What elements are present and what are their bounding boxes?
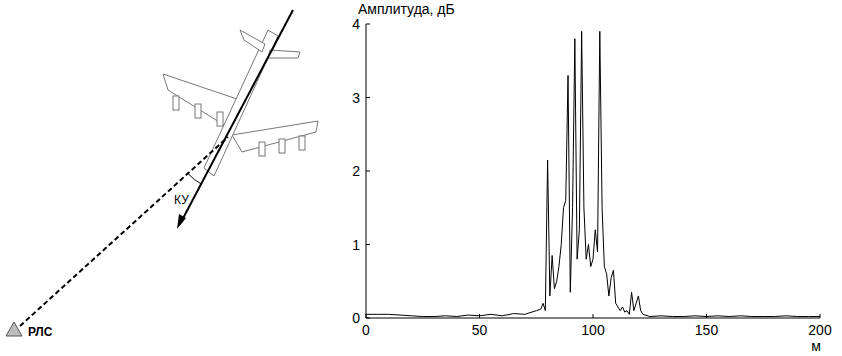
figure: КУ РЛС 0 1 2 3 4 0 50 100 150 200 Амплитуда, дБ м <box>0 0 842 356</box>
radar-icon <box>6 322 22 336</box>
y-tick <box>366 244 370 245</box>
engine <box>259 142 265 156</box>
engine <box>279 139 285 153</box>
chart: 0 1 2 3 4 0 50 100 150 200 Амплитуда, дБ м <box>352 1 832 354</box>
diagram: КУ РЛС <box>6 10 318 339</box>
arrowhead <box>177 214 186 229</box>
x-tick <box>820 314 821 318</box>
radar-label: РЛС <box>28 325 53 339</box>
plot-area <box>366 31 820 316</box>
aircraft <box>163 30 318 176</box>
x-tick-label: 150 <box>695 322 719 338</box>
y-tick-label: 2 <box>352 163 360 179</box>
x-axis-title: м <box>811 338 821 354</box>
angle-label: КУ <box>174 193 189 207</box>
x-tick-label: 200 <box>808 322 832 338</box>
x-tick <box>593 314 594 318</box>
y-tick <box>366 97 370 98</box>
y-tick <box>366 24 370 25</box>
wing <box>232 121 318 152</box>
y-tick-label: 0 <box>352 310 360 326</box>
y-tick-label: 4 <box>352 16 360 32</box>
engine <box>173 96 179 110</box>
x-tick-label: 100 <box>581 322 605 338</box>
fuselage <box>204 30 278 176</box>
y-axis-title: Амплитуда, дБ <box>358 1 455 17</box>
series-line <box>366 31 820 316</box>
line-of-sight <box>20 137 228 326</box>
engine <box>217 112 223 126</box>
engine <box>299 136 305 150</box>
x-tick-label: 50 <box>472 322 488 338</box>
engine <box>195 104 201 118</box>
y-tick <box>366 171 370 172</box>
x-tick <box>706 314 707 318</box>
tail <box>268 50 300 58</box>
y-tick-label: 3 <box>352 90 360 106</box>
tail <box>240 30 265 52</box>
x-tick-label: 0 <box>362 322 370 338</box>
angle-arc <box>188 174 202 185</box>
aircraft-axis <box>180 10 293 224</box>
y-tick <box>366 318 370 319</box>
y-tick-label: 1 <box>352 237 360 253</box>
